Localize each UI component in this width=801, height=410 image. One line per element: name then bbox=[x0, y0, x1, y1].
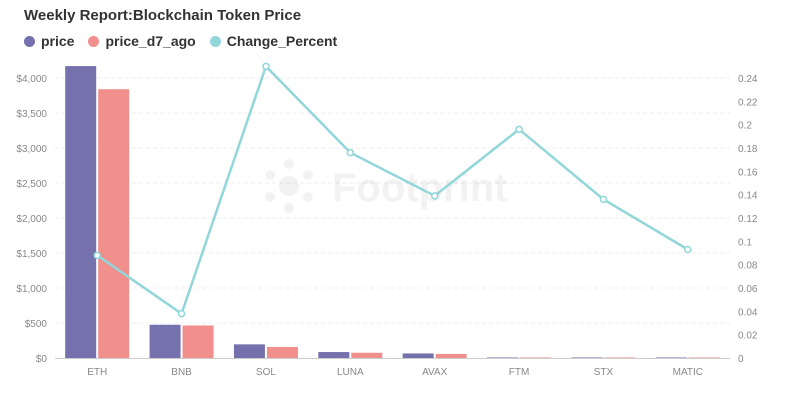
x-tick-label: MATIC bbox=[673, 367, 703, 378]
y-right-tick-label: 0.18 bbox=[738, 144, 758, 155]
y-right-tick-label: 0.16 bbox=[738, 167, 758, 178]
change-percent-point-ftm[interactable] bbox=[515, 125, 523, 134]
legend-swatch-price-d7-ago bbox=[88, 35, 100, 47]
legend-item-price[interactable]: price bbox=[24, 33, 74, 49]
y-right-tick-label: 0.06 bbox=[738, 284, 758, 295]
change-percent-point-avax[interactable] bbox=[430, 192, 439, 200]
legend-label-change-percent: Change_Percent bbox=[226, 33, 338, 49]
y-right-tick-label: 0 bbox=[738, 354, 744, 365]
y-right-tick-label: 0.12 bbox=[738, 214, 758, 225]
x-tick-label: BNB bbox=[171, 367, 192, 378]
bar-price-luna[interactable] bbox=[318, 352, 350, 358]
bar-price-ftm[interactable] bbox=[487, 357, 519, 359]
x-tick-label: FTM bbox=[509, 367, 530, 378]
y-axis-right: 0 0.02 0.04 0.06 0.08 0.1 0.12 0.14 0.16 0.18 0.2 0… bbox=[738, 74, 758, 365]
legend-swatch-price bbox=[24, 35, 35, 47]
grid bbox=[55, 77, 730, 324]
y-right-tick-label: 0.14 bbox=[738, 191, 758, 202]
y-left-tick-label: $0 bbox=[36, 354, 48, 365]
y-left-tick-label: $1,000 bbox=[16, 284, 47, 295]
bar-price-d7-ago-ftm[interactable] bbox=[520, 357, 552, 359]
change-percent-point-eth[interactable] bbox=[93, 251, 101, 260]
y-right-tick-label: 0.04 bbox=[738, 307, 758, 318]
bar-price-bnb[interactable] bbox=[149, 324, 181, 358]
y-right-tick-label: 0.1 bbox=[738, 237, 752, 248]
bar-price-d7-ago-eth[interactable] bbox=[98, 89, 130, 358]
legend-label-price: price bbox=[41, 33, 75, 49]
y-right-tick-label: 0.22 bbox=[738, 97, 758, 108]
x-tick-label: AVAX bbox=[422, 367, 448, 378]
y-left-tick-label: $1,500 bbox=[16, 249, 47, 260]
footprint-logo-icon bbox=[265, 159, 313, 213]
legend: price price_d7_ago Change_Percent bbox=[24, 33, 351, 49]
change-percent-point-luna[interactable] bbox=[346, 148, 355, 157]
bar-price-sol[interactable] bbox=[233, 344, 265, 358]
x-tick-label: LUNA bbox=[337, 367, 364, 378]
change-percent-point-stx[interactable] bbox=[599, 195, 608, 204]
bar-price-d7-ago-avax[interactable] bbox=[435, 353, 467, 358]
change-percent-path bbox=[96, 64, 689, 316]
bar-price-matic[interactable] bbox=[655, 357, 687, 359]
change-percent-line bbox=[93, 62, 692, 318]
legend-label-price-d7-ago: price_d7_ago bbox=[105, 33, 196, 49]
y-left-tick-label: $3,000 bbox=[16, 144, 47, 155]
y-left-tick-label: $3,500 bbox=[16, 109, 47, 120]
bars bbox=[65, 66, 720, 358]
bar-price-d7-ago-sol[interactable] bbox=[266, 346, 298, 358]
x-tick-label: ETH bbox=[87, 367, 107, 378]
y-right-tick-label: 0.2 bbox=[738, 121, 752, 132]
legend-item-price-d7-ago[interactable]: price_d7_ago bbox=[88, 33, 196, 49]
y-right-tick-label: 0.02 bbox=[738, 331, 758, 342]
legend-swatch-change-percent bbox=[209, 35, 221, 47]
x-tick-label: SOL bbox=[256, 367, 276, 378]
x-axis: ETH BNB SOL LUNA AVAX FTM STX MATIC bbox=[55, 358, 730, 378]
y-right-tick-label: 0.24 bbox=[738, 74, 758, 85]
bar-price-stx[interactable] bbox=[571, 357, 603, 359]
bar-price-d7-ago-bnb[interactable] bbox=[182, 325, 214, 358]
y-left-tick-label: $2,500 bbox=[16, 179, 47, 190]
y-left-tick-label: $500 bbox=[25, 319, 48, 330]
bar-price-eth[interactable] bbox=[65, 66, 97, 358]
change-percent-point-bnb[interactable] bbox=[177, 309, 186, 318]
change-percent-point-sol[interactable] bbox=[262, 62, 270, 71]
bar-price-d7-ago-luna[interactable] bbox=[351, 352, 383, 358]
legend-item-change-percent[interactable]: Change_Percent bbox=[209, 33, 338, 49]
change-percent-point-matic[interactable] bbox=[684, 245, 692, 254]
x-tick-label: STX bbox=[594, 367, 614, 378]
y-left-tick-label: $4,000 bbox=[16, 74, 47, 85]
bar-price-d7-ago-stx[interactable] bbox=[604, 357, 636, 359]
chart-title: Weekly Report:Blockchain Token Price bbox=[24, 7, 302, 24]
bar-price-avax[interactable] bbox=[402, 353, 434, 358]
bar-price-d7-ago-matic[interactable] bbox=[688, 357, 720, 359]
y-left-tick-label: $2,000 bbox=[16, 214, 47, 225]
y-right-tick-label: 0.08 bbox=[738, 261, 758, 272]
y-axis-left: $0 $500 $1,000 $1,500 $2,000 $2,500 $3,000 $3,5… bbox=[16, 74, 47, 365]
